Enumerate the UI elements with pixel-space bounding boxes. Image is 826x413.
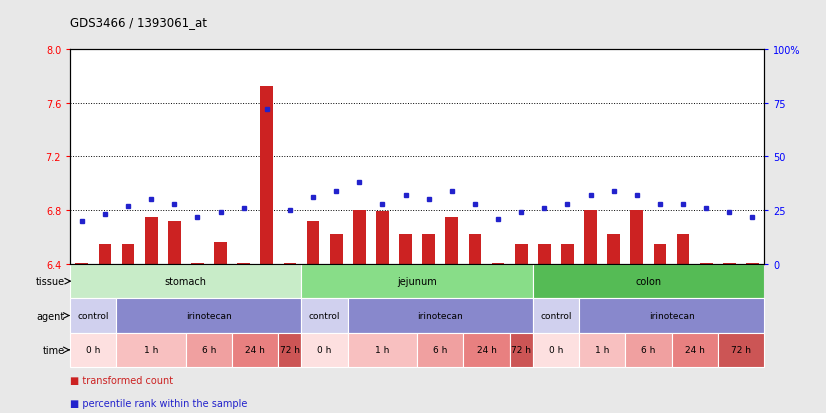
- Text: 6 h: 6 h: [433, 346, 448, 354]
- Text: control: control: [78, 311, 109, 320]
- Bar: [145, 217, 158, 264]
- Bar: [718, 333, 764, 367]
- Bar: [348, 333, 417, 367]
- Text: time: time: [42, 345, 64, 355]
- Text: tissue: tissue: [36, 276, 64, 287]
- Text: 1 h: 1 h: [595, 346, 610, 354]
- Bar: [376, 212, 389, 264]
- Bar: [75, 263, 88, 264]
- Bar: [625, 333, 672, 367]
- Bar: [463, 333, 510, 367]
- Text: 24 h: 24 h: [245, 346, 265, 354]
- Bar: [191, 263, 204, 264]
- Bar: [399, 235, 412, 264]
- Text: 6 h: 6 h: [641, 346, 656, 354]
- Bar: [301, 299, 348, 333]
- Bar: [306, 221, 320, 264]
- Text: control: control: [309, 311, 340, 320]
- Bar: [70, 333, 116, 367]
- Text: 1 h: 1 h: [144, 346, 159, 354]
- Bar: [676, 235, 690, 264]
- Bar: [561, 244, 574, 264]
- Text: 6 h: 6 h: [202, 346, 216, 354]
- Bar: [353, 211, 366, 264]
- Text: control: control: [540, 311, 572, 320]
- Bar: [445, 217, 458, 264]
- Bar: [168, 221, 181, 264]
- Text: 0 h: 0 h: [548, 346, 563, 354]
- Bar: [468, 235, 482, 264]
- Bar: [491, 263, 505, 264]
- Text: 24 h: 24 h: [685, 346, 705, 354]
- Bar: [232, 333, 278, 367]
- Bar: [510, 333, 533, 367]
- Bar: [533, 333, 579, 367]
- Bar: [348, 299, 533, 333]
- Text: stomach: stomach: [165, 276, 206, 287]
- Text: irinotecan: irinotecan: [417, 311, 463, 320]
- Bar: [301, 264, 533, 299]
- Text: ■ percentile rank within the sample: ■ percentile rank within the sample: [70, 398, 248, 408]
- Text: irinotecan: irinotecan: [186, 311, 232, 320]
- Bar: [283, 263, 297, 264]
- Bar: [533, 264, 764, 299]
- Bar: [116, 333, 186, 367]
- Text: colon: colon: [635, 276, 662, 287]
- Bar: [700, 263, 713, 264]
- Text: 72 h: 72 h: [280, 346, 300, 354]
- Bar: [70, 264, 301, 299]
- Bar: [653, 244, 667, 264]
- Text: 24 h: 24 h: [477, 346, 496, 354]
- Bar: [584, 211, 597, 264]
- Bar: [538, 244, 551, 264]
- Text: 0 h: 0 h: [317, 346, 332, 354]
- Bar: [746, 263, 759, 264]
- Bar: [186, 333, 232, 367]
- Bar: [515, 244, 528, 264]
- Bar: [70, 299, 116, 333]
- Text: 72 h: 72 h: [731, 346, 751, 354]
- Bar: [116, 299, 301, 333]
- Bar: [422, 235, 435, 264]
- Bar: [214, 243, 227, 264]
- Bar: [330, 235, 343, 264]
- Bar: [417, 333, 463, 367]
- Bar: [301, 333, 348, 367]
- Bar: [723, 263, 736, 264]
- Bar: [672, 333, 718, 367]
- Bar: [278, 333, 301, 367]
- Bar: [630, 211, 643, 264]
- Bar: [607, 235, 620, 264]
- Text: jejunum: jejunum: [397, 276, 437, 287]
- Text: GDS3466 / 1393061_at: GDS3466 / 1393061_at: [70, 16, 207, 29]
- Bar: [579, 299, 764, 333]
- Bar: [121, 244, 135, 264]
- Bar: [237, 263, 250, 264]
- Text: ■ transformed count: ■ transformed count: [70, 375, 173, 385]
- Bar: [98, 244, 112, 264]
- Text: agent: agent: [36, 311, 64, 321]
- Bar: [579, 333, 625, 367]
- Bar: [533, 299, 579, 333]
- Text: 1 h: 1 h: [375, 346, 390, 354]
- Text: 0 h: 0 h: [86, 346, 101, 354]
- Text: 72 h: 72 h: [511, 346, 531, 354]
- Text: irinotecan: irinotecan: [648, 311, 695, 320]
- Bar: [260, 87, 273, 264]
